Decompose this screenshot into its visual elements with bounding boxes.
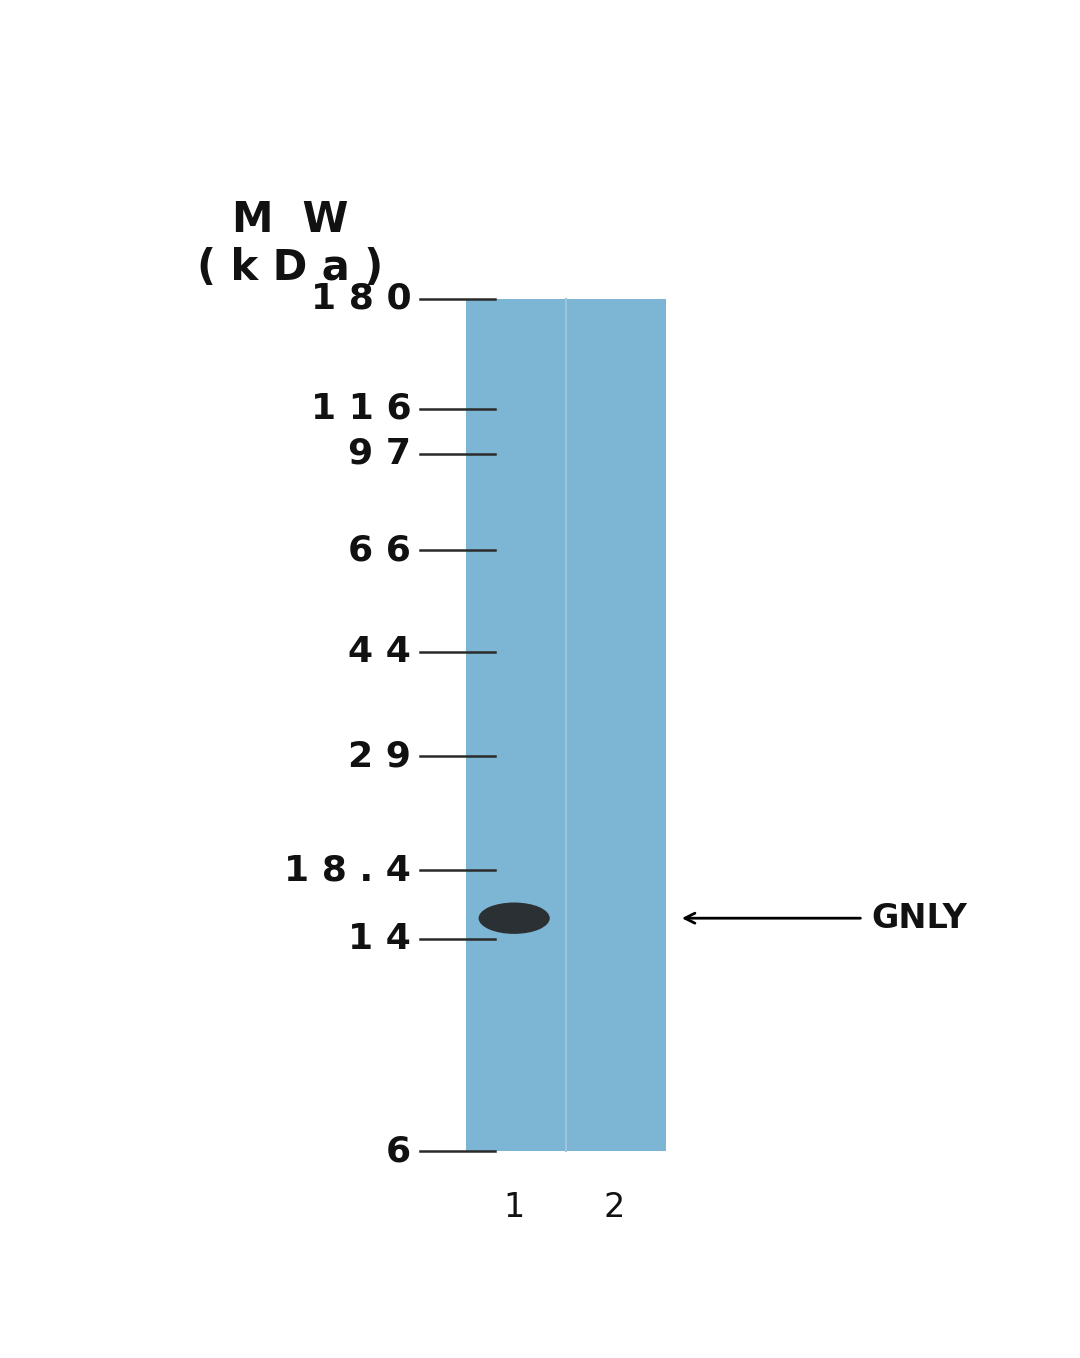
Text: 1 1 6: 1 1 6 (311, 392, 411, 426)
Text: M  W: M W (231, 200, 348, 242)
Bar (465, 299, 666, 1152)
Text: GNLY: GNLY (872, 902, 968, 934)
Text: 6 6: 6 6 (349, 534, 411, 568)
Ellipse shape (478, 903, 550, 934)
Text: 4 4: 4 4 (349, 636, 411, 669)
Text: ( k D a ): ( k D a ) (197, 247, 383, 288)
Text: 1 8 0: 1 8 0 (311, 282, 411, 316)
Text: 1 4: 1 4 (349, 922, 411, 956)
Text: 2 9: 2 9 (348, 739, 411, 773)
Text: 6: 6 (386, 1134, 411, 1168)
Text: 9 7: 9 7 (348, 437, 411, 471)
Text: 1 8 . 4: 1 8 . 4 (284, 853, 411, 887)
Text: 1: 1 (503, 1191, 525, 1224)
Text: 2: 2 (604, 1191, 625, 1224)
